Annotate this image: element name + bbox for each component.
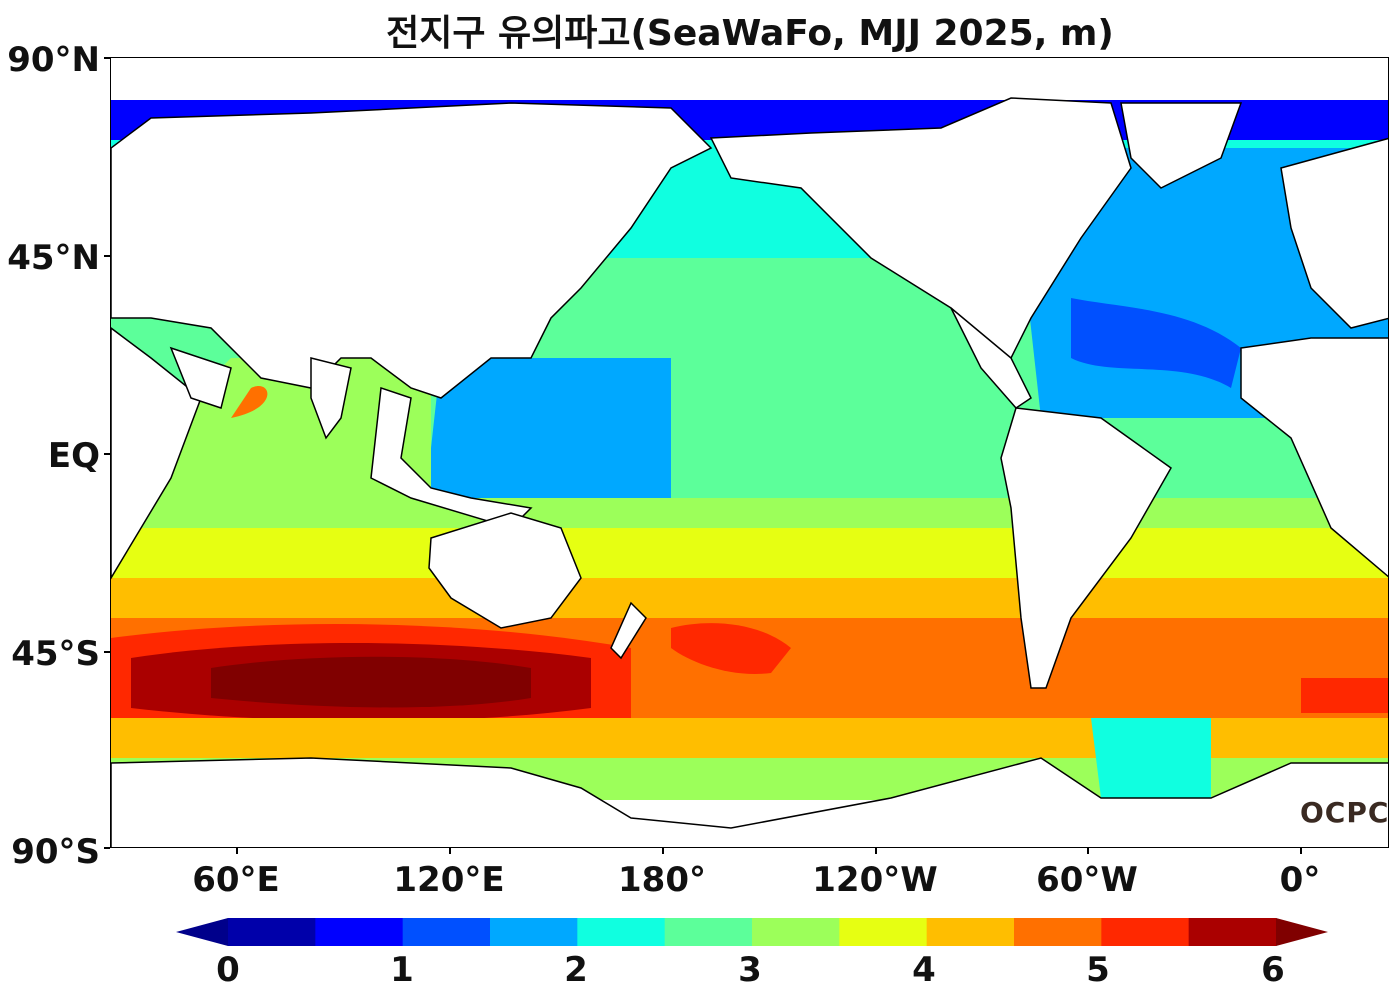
lat-label-eq: EQ: [47, 436, 100, 476]
lon-tick: [449, 848, 451, 854]
land-layer: [111, 97, 1388, 847]
colorbar-label: 6: [1261, 950, 1285, 990]
lat-tick: [104, 57, 110, 59]
southeast-asia: [370, 386, 533, 529]
lon-tick: [875, 848, 877, 854]
lat-tick: [104, 453, 110, 455]
colorbar-segment: [1014, 918, 1102, 946]
colorbar-segment: [664, 918, 753, 946]
lon-label-180: 180°: [618, 860, 706, 900]
lon-label-120w: 120°W: [812, 860, 938, 900]
colorbar-segment: [402, 918, 491, 946]
india: [310, 357, 352, 440]
north-america: [709, 97, 1132, 360]
colorbar-segment: [926, 918, 1015, 946]
lat-label-90n: 90°N: [7, 40, 100, 80]
colorbar-segment: [577, 918, 666, 946]
wave-height-map: [110, 57, 1389, 848]
lat-label-45s: 45°S: [11, 634, 100, 674]
ocpc-logo: OCPC: [1300, 796, 1390, 829]
colorbar-label: 1: [390, 950, 414, 990]
europe: [1280, 137, 1388, 329]
southern-ocean-max: [211, 656, 531, 708]
colorbar-segment: [228, 918, 316, 946]
south-atlantic-high: [1301, 678, 1388, 713]
arabian-sea-high: [231, 385, 268, 418]
lon-label-0: 0°: [1279, 860, 1321, 900]
lon-tick: [236, 848, 238, 854]
west-africa: [1240, 337, 1388, 578]
arabia: [169, 346, 232, 409]
colorbar-label: 3: [738, 950, 762, 990]
colorbar-label: 2: [564, 950, 588, 990]
central-america: [950, 307, 1032, 409]
lon-tick: [1300, 848, 1302, 854]
colorbar-segment: [1188, 918, 1277, 946]
lon-label-60e: 60°E: [192, 860, 280, 900]
lat-tick: [104, 255, 110, 257]
south-pacific-high: [671, 623, 791, 674]
colorbar-over-arrow: [1276, 918, 1328, 946]
lon-label-60w: 60°W: [1036, 860, 1138, 900]
colorbar-label: 0: [216, 950, 240, 990]
colorbar-segment: [839, 918, 928, 946]
map-title: 전지구 유의파고(SeaWaFo, MJJ 2025, m): [386, 13, 1114, 54]
colorbar-segment: [315, 918, 404, 946]
antarctica: [111, 757, 1388, 847]
lon-tick: [1087, 848, 1089, 854]
lat-label-45n: 45°N: [7, 238, 100, 278]
africa-east-edge: [111, 327, 202, 580]
colorbar-under-arrow: [176, 918, 228, 946]
colorbar-segment: [490, 918, 578, 946]
greenland: [1120, 102, 1243, 189]
colorbar-label: 4: [912, 950, 936, 990]
new-zealand: [610, 601, 647, 660]
lat-tick: [104, 651, 110, 653]
colorbar: [176, 918, 1328, 946]
australia: [428, 512, 582, 629]
map-canvas: [111, 97, 1388, 847]
eurasia: [111, 102, 713, 399]
atlantic-low-zone: [1071, 298, 1241, 388]
colorbar-label: 5: [1086, 950, 1110, 990]
lat-tick: [104, 847, 110, 849]
lat-label-90s: 90°S: [11, 832, 100, 872]
lon-label-120e: 120°E: [393, 860, 505, 900]
indo-pacific-calm: [421, 358, 671, 538]
lon-tick: [662, 848, 664, 854]
colorbar-segment: [752, 918, 840, 946]
colorbar-segment: [1101, 918, 1190, 946]
south-america: [1000, 407, 1172, 689]
weddell-calm: [1091, 718, 1211, 798]
